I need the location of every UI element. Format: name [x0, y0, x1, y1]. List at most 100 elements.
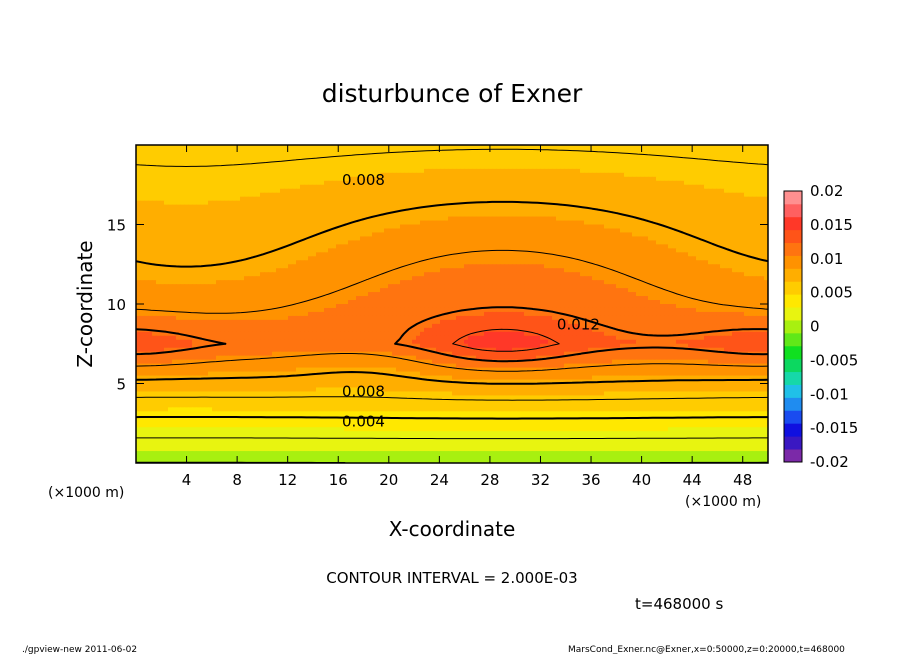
field-cell — [480, 188, 485, 194]
field-cell — [164, 220, 169, 226]
field-cell — [180, 160, 185, 166]
field-cell — [144, 212, 149, 218]
field-cell — [220, 208, 225, 214]
field-cell — [500, 184, 505, 190]
field-cell — [436, 176, 441, 182]
field-cell — [460, 160, 465, 166]
field-cell — [524, 220, 529, 226]
field-cell — [556, 224, 561, 230]
field-cell — [188, 188, 193, 194]
field-cell — [636, 260, 641, 265]
field-cell — [708, 228, 713, 234]
field-cell — [528, 192, 533, 198]
field-cell — [524, 192, 529, 198]
field-cell — [708, 188, 713, 194]
field-cell — [696, 240, 701, 245]
field-cell — [384, 180, 389, 186]
field-cell — [348, 256, 353, 261]
field-cell — [480, 148, 485, 154]
field-cell — [540, 152, 545, 158]
field-cell — [616, 256, 621, 261]
field-cell — [404, 196, 409, 202]
field-cell — [580, 252, 585, 257]
field-cell — [544, 192, 549, 198]
field-cell — [296, 264, 301, 269]
field-cell — [384, 256, 389, 261]
field-cell — [636, 172, 641, 178]
field-cell — [508, 264, 513, 269]
field-cell — [216, 196, 221, 202]
field-cell — [388, 160, 393, 166]
field-cell — [460, 252, 465, 257]
field-cell — [636, 188, 641, 194]
field-cell — [148, 164, 153, 170]
field-cell — [408, 232, 413, 238]
field-cell — [264, 208, 269, 214]
field-cell — [348, 252, 353, 257]
field-cell — [736, 180, 741, 186]
field-cell — [296, 152, 301, 158]
field-cell — [412, 184, 417, 190]
field-cell — [148, 248, 153, 253]
field-cell — [288, 240, 293, 245]
field-cell — [468, 252, 473, 257]
field-cell — [372, 260, 377, 265]
field-cell — [352, 228, 357, 234]
field-cell — [276, 208, 281, 214]
field-cell — [440, 268, 445, 273]
field-cell — [336, 216, 341, 222]
field-cell — [140, 164, 145, 170]
field-cell — [760, 228, 765, 234]
field-cell — [580, 244, 585, 249]
field-cell — [480, 168, 485, 174]
field-cell — [552, 260, 557, 265]
field-cell — [552, 156, 557, 162]
field-cell — [236, 212, 241, 218]
field-cell — [552, 148, 557, 154]
field-cell — [428, 196, 433, 202]
field-cell — [460, 156, 465, 162]
field-cell — [172, 184, 177, 190]
field-cell — [232, 204, 237, 210]
field-cell — [456, 196, 461, 202]
field-cell — [616, 232, 621, 238]
field-cell — [616, 264, 621, 269]
field-cell — [352, 204, 357, 210]
field-cell — [652, 160, 657, 166]
field-cell — [500, 148, 505, 154]
field-cell — [516, 204, 521, 210]
field-cell — [508, 244, 513, 249]
field-cell — [664, 204, 669, 210]
field-cell — [672, 228, 677, 234]
field-cell — [308, 156, 313, 162]
field-cell — [252, 228, 257, 234]
field-cell — [408, 216, 413, 222]
field-cell — [272, 208, 277, 214]
field-cell — [284, 260, 289, 265]
field-cell — [176, 208, 181, 214]
field-cell — [172, 248, 177, 253]
field-cell — [552, 176, 557, 182]
field-cell — [652, 240, 657, 245]
field-cell — [700, 192, 705, 198]
field-cell — [764, 184, 768, 190]
field-cell — [760, 244, 765, 249]
field-cell — [440, 192, 445, 198]
field-cell — [628, 145, 633, 150]
field-cell — [712, 156, 717, 162]
field-cell — [260, 232, 265, 238]
field-cell — [624, 192, 629, 198]
field-cell — [536, 248, 541, 253]
field-cell — [272, 172, 277, 178]
field-cell — [632, 240, 637, 245]
field-cell — [292, 228, 297, 234]
field-cell — [752, 148, 757, 154]
field-cell — [340, 192, 345, 198]
field-cell — [248, 160, 253, 166]
field-cell — [364, 188, 369, 194]
field-cell — [392, 176, 397, 182]
field-cell — [296, 248, 301, 253]
field-cell — [584, 192, 589, 198]
field-cell — [324, 224, 329, 230]
field-cell — [604, 145, 609, 150]
